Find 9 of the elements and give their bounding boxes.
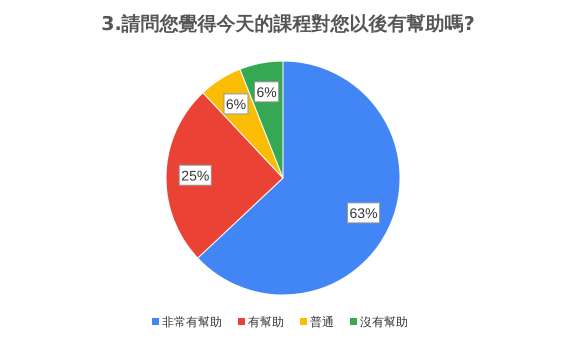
data-label: 63%: [350, 204, 378, 221]
data-label: 25%: [181, 167, 210, 184]
legend-label: 有幫助: [248, 315, 284, 329]
chart-title: 3.請問您覺得今天的課程對您以後有幫助嗎?: [101, 13, 475, 35]
data-label: 6%: [256, 84, 277, 100]
legend-label: 沒有幫助: [360, 315, 408, 329]
legend-label: 普通: [310, 315, 334, 329]
data-label: 6%: [226, 96, 246, 112]
legend-label: 非常有幫助: [162, 315, 222, 329]
